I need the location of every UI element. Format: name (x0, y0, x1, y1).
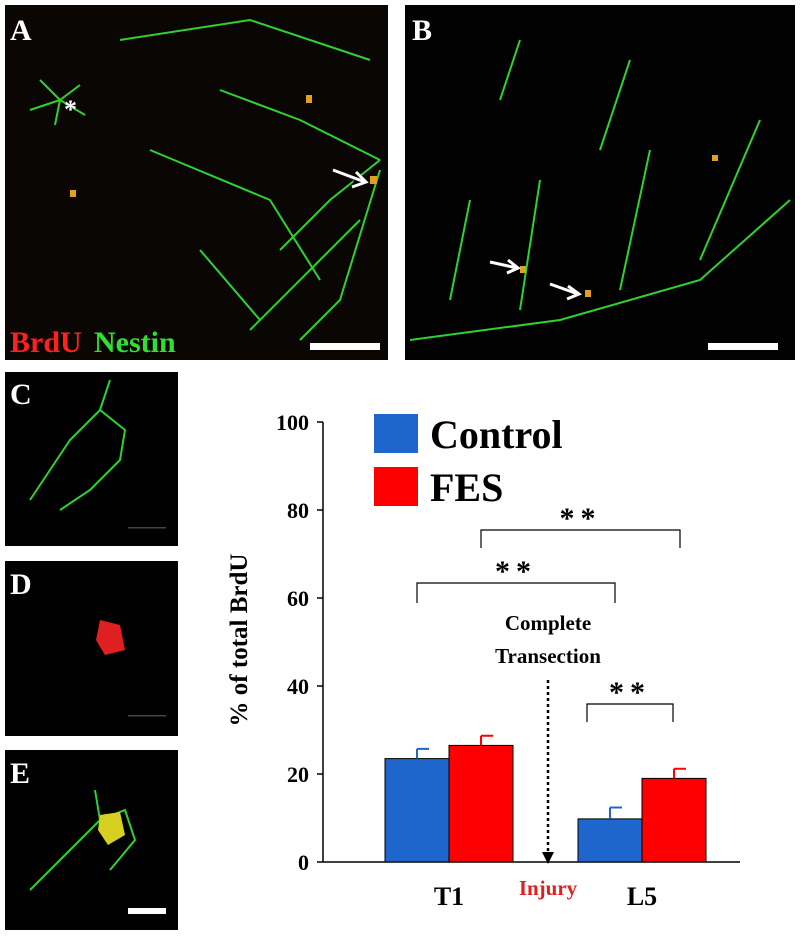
significance-bracket (586, 703, 674, 722)
y-tick-label: 0 (298, 850, 309, 875)
nestin-processes (29, 18, 791, 891)
brdu-nuclei (70, 95, 718, 297)
stain-label: Nestin (94, 326, 176, 359)
merged-cell (98, 812, 125, 845)
panel-labels: A B C D E * (10, 14, 432, 790)
bar (448, 744, 514, 863)
error-bar (480, 734, 493, 746)
x-tick-label: L5 (627, 882, 657, 911)
y-tick-label: 40 (287, 674, 309, 699)
stain-label: BrdU (10, 326, 82, 359)
injury-label: Injury (519, 876, 578, 900)
panel-e-image (5, 750, 178, 930)
error-bar (673, 767, 686, 779)
y-tick-label: 20 (287, 762, 309, 787)
panel-b-image (405, 5, 795, 360)
annotation: Transection (495, 644, 601, 668)
significance-label: ** (609, 676, 651, 709)
error-bar (416, 747, 429, 759)
annotation: Complete (505, 611, 591, 635)
panel-label: A (10, 14, 32, 47)
brdu-cell (96, 620, 125, 655)
panel-label: B (412, 14, 432, 47)
legend-swatch (374, 467, 418, 506)
bar (641, 777, 707, 863)
significance-bracket (416, 582, 616, 603)
panel-d-image (5, 561, 178, 736)
y-axis-label: % of total BrdU (226, 554, 253, 727)
panel-c-image (5, 372, 178, 546)
error-bar (609, 806, 622, 819)
y-tick-label: 100 (276, 410, 309, 435)
y-tick-label: 80 (287, 498, 309, 523)
panel-label: C (10, 378, 32, 411)
scale-bar-faint (128, 715, 166, 717)
bar-chart: 0 20 40 60 80 100 % of total BrdU T1 L5 Control FE… (226, 410, 740, 911)
legend-swatch (374, 414, 418, 453)
significance-bracket (480, 529, 681, 548)
panel-label: E (10, 757, 30, 790)
micrographs: A B C D E * BrdU Nestin (5, 5, 795, 930)
legend-label: FES (430, 465, 503, 510)
y-tick-label: 60 (287, 586, 309, 611)
bar (384, 758, 450, 863)
arrows (332, 168, 583, 301)
significance-label: ** (495, 555, 537, 588)
asterisk: * (64, 95, 77, 124)
injury-arrowhead (542, 852, 554, 864)
scale-bars (128, 343, 778, 914)
legend-label: Control (430, 412, 563, 457)
significance-label: ** (560, 502, 602, 535)
bar (577, 818, 643, 863)
x-tick-label: T1 (434, 882, 464, 911)
panel-a-image (5, 5, 388, 360)
scale-bar-faint (128, 527, 166, 529)
panel-label: D (10, 568, 32, 601)
